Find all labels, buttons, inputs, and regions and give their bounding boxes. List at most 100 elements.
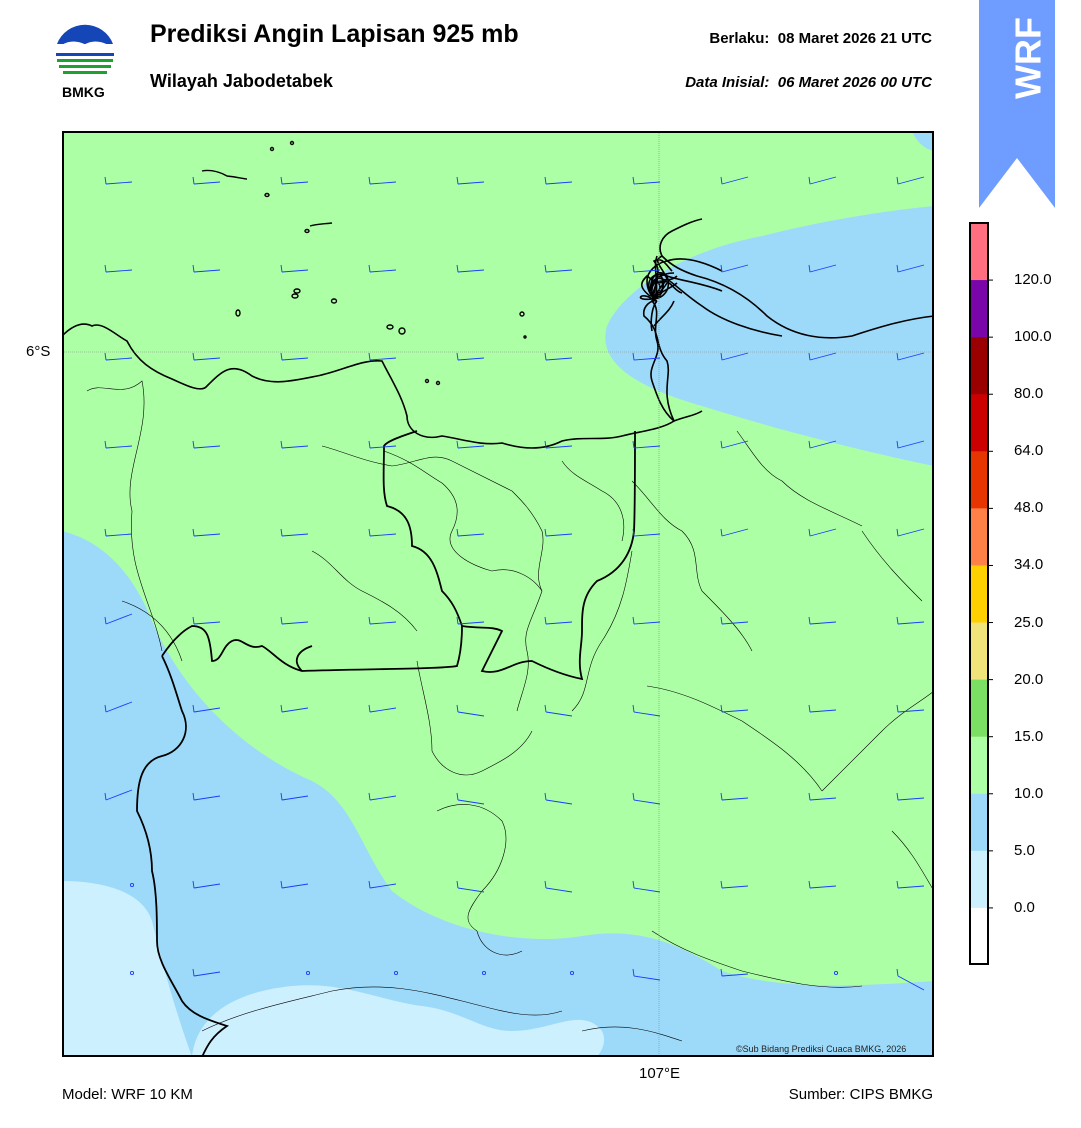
wind-barb xyxy=(544,792,573,805)
wind-barb xyxy=(896,968,925,991)
wind-barb xyxy=(632,968,661,981)
coastline xyxy=(62,218,934,449)
wind-speed-colorbar xyxy=(969,222,993,966)
wind-barb xyxy=(104,176,133,185)
colorbar-segment xyxy=(970,337,988,395)
wind-barb-calm xyxy=(393,970,399,976)
wind-zone-0-5-south xyxy=(192,985,605,1057)
wind-barb xyxy=(632,792,661,805)
wind-barb xyxy=(896,176,925,185)
wind-barb xyxy=(544,440,573,449)
wind-barb xyxy=(720,440,749,449)
wind-barb xyxy=(808,704,837,713)
wind-barb xyxy=(104,440,133,449)
wind-barb-calm xyxy=(129,970,135,976)
wind-barb xyxy=(456,528,485,537)
wind-barb-calm xyxy=(481,970,487,976)
wind-barb xyxy=(632,704,661,717)
wind-barb xyxy=(632,528,661,537)
wind-barb xyxy=(368,880,397,889)
wind-barb xyxy=(280,792,309,801)
wind-barb xyxy=(896,792,925,801)
initial-time: Data Inisial: 06 Maret 2026 00 UTC xyxy=(685,74,932,91)
wind-barb xyxy=(104,701,133,713)
colorbar-segment xyxy=(970,736,988,795)
wind-barb xyxy=(544,528,573,537)
wind-barb xyxy=(632,880,661,893)
islands xyxy=(201,140,527,386)
colorbar-segment xyxy=(970,907,988,966)
wind-barb xyxy=(192,352,221,361)
wind-barb xyxy=(544,704,573,717)
colorbar-label: 80.0 xyxy=(1014,385,1044,403)
wind-barb xyxy=(104,789,133,801)
wind-barb xyxy=(280,704,309,713)
wind-barb xyxy=(720,880,749,889)
wind-barb xyxy=(192,176,221,185)
wind-barb xyxy=(104,352,133,361)
colorbar-segment xyxy=(970,280,988,338)
wind-map xyxy=(62,131,934,1057)
initial-label: Data Inisial: xyxy=(685,74,770,91)
wind-zone-5-10-northeast xyxy=(605,206,934,466)
wind-barb xyxy=(192,440,221,449)
bmkg-logo-icon xyxy=(55,22,115,82)
colorbar-label: 10.0 xyxy=(1014,784,1044,802)
wind-barb-calm xyxy=(569,970,575,976)
colorbar-segment xyxy=(970,508,988,566)
lat-label: 6°S xyxy=(26,343,51,360)
wind-barb xyxy=(368,176,397,185)
wind-barb xyxy=(104,264,133,273)
province-boundaries xyxy=(136,430,636,1057)
wind-barb xyxy=(280,264,309,273)
wind-barb xyxy=(192,968,221,977)
colorbar-label: 15.0 xyxy=(1014,727,1044,745)
colorbar-label: 5.0 xyxy=(1014,841,1035,859)
wind-barb xyxy=(280,880,309,889)
map-frame xyxy=(62,131,934,1057)
colorbar-frame xyxy=(969,222,989,965)
wind-barb xyxy=(456,440,485,449)
colorbar-segment xyxy=(970,793,988,852)
wind-barb xyxy=(896,704,925,713)
wind-barb xyxy=(896,880,925,889)
wind-barb-calm xyxy=(833,970,839,976)
colorbar-label: 0.0 xyxy=(1014,898,1035,916)
wind-barb xyxy=(544,880,573,893)
wind-barb xyxy=(456,880,485,893)
wind-barb xyxy=(808,792,837,801)
lon-label: 107°E xyxy=(639,1065,681,1082)
wind-barb xyxy=(808,616,837,625)
wind-barb xyxy=(808,176,837,185)
wind-barb xyxy=(368,352,397,361)
district-boundaries xyxy=(86,380,934,1042)
page-title: Prediksi Angin Lapisan 925 mb xyxy=(150,20,519,48)
source-label: Sumber: CIPS BMKG xyxy=(788,1086,933,1103)
wind-barb xyxy=(808,440,837,449)
initial-value: 06 Maret 2026 00 UTC xyxy=(777,74,932,91)
wind-barb xyxy=(104,528,133,537)
wind-barb xyxy=(632,616,661,625)
wind-barb xyxy=(720,616,749,625)
wind-barb xyxy=(192,704,221,713)
wind-barb xyxy=(632,440,661,449)
wind-barb xyxy=(544,352,573,361)
wind-barb xyxy=(896,440,925,449)
wind-barb xyxy=(456,616,485,625)
wind-barb xyxy=(192,616,221,625)
wind-barb xyxy=(544,176,573,185)
wind-barb xyxy=(368,792,397,801)
wind-barb xyxy=(368,440,397,449)
wind-barb xyxy=(544,616,573,625)
wind-barb xyxy=(192,264,221,273)
page-subtitle: Wilayah Jabodetabek xyxy=(150,71,333,91)
wind-barb xyxy=(192,792,221,801)
colorbar-segment xyxy=(970,451,988,509)
wind-barb xyxy=(808,880,837,889)
wind-barb xyxy=(720,264,749,273)
colorbar-label: 34.0 xyxy=(1014,556,1044,574)
wind-barb xyxy=(896,528,925,537)
colorbar-label: 100.0 xyxy=(1014,328,1052,346)
wind-barb xyxy=(632,352,661,361)
wind-barb xyxy=(720,704,749,713)
